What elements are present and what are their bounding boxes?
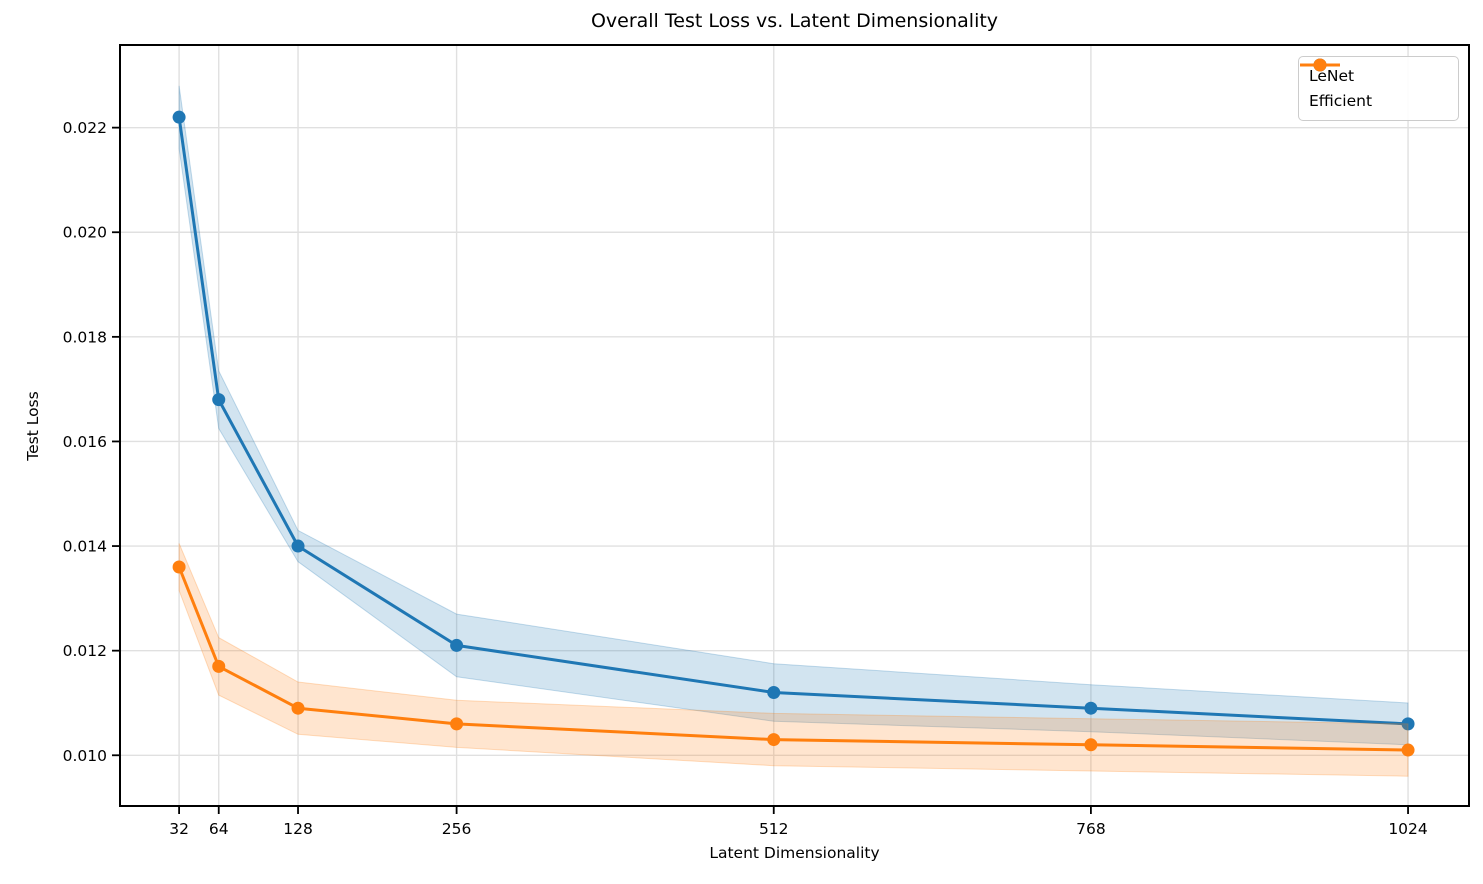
y-tick-label: 0.014 [63,538,107,556]
data-point-lenet [212,393,226,407]
band-lenet [178,85,1409,746]
data-point-efficient [212,659,226,673]
data-point-efficient [767,733,781,747]
data-point-efficient [1401,743,1415,757]
x-tick-label: 1024 [1388,820,1427,838]
y-tick-label: 0.010 [63,747,107,765]
series-line-lenet [177,115,1410,726]
y-tick-label: 0.016 [63,433,107,451]
band-efficient [178,543,1409,777]
data-point-lenet [767,686,781,700]
data-point-efficient [1084,738,1098,752]
x-tick-label: 32 [169,820,189,838]
y-tick-label: 0.012 [63,642,107,660]
x-tick-label: 512 [759,820,789,838]
data-point-efficient [291,701,305,715]
plot-border [119,44,1470,807]
legend: LeNet Efficient [1298,56,1459,121]
x-tick-label: 256 [442,820,472,838]
legend-label: Efficient [1309,92,1373,111]
y-tick-label: 0.018 [63,328,107,346]
legend-item-efficient: Efficient [1300,58,1448,111]
data-point-lenet [1401,717,1415,731]
chart-title: Overall Test Loss vs. Latent Dimensional… [590,10,999,32]
y-axis-label: Test Loss [24,391,42,461]
x-tick-label: 64 [209,820,229,838]
y-tick-label: 0.022 [63,119,107,137]
y-tick-label: 0.020 [63,224,107,242]
data-point-lenet [172,110,186,124]
data-point-lenet [291,539,305,553]
x-tick-label: 768 [1076,820,1106,838]
data-point-lenet [450,638,464,652]
x-tick-label: 128 [283,820,313,838]
x-axis-label: Latent Dimensionality [709,844,880,862]
legend-marker-efficient [1300,58,1340,72]
data-point-efficient [450,717,464,731]
data-point-efficient [172,560,186,574]
data-point-lenet [1084,701,1098,715]
